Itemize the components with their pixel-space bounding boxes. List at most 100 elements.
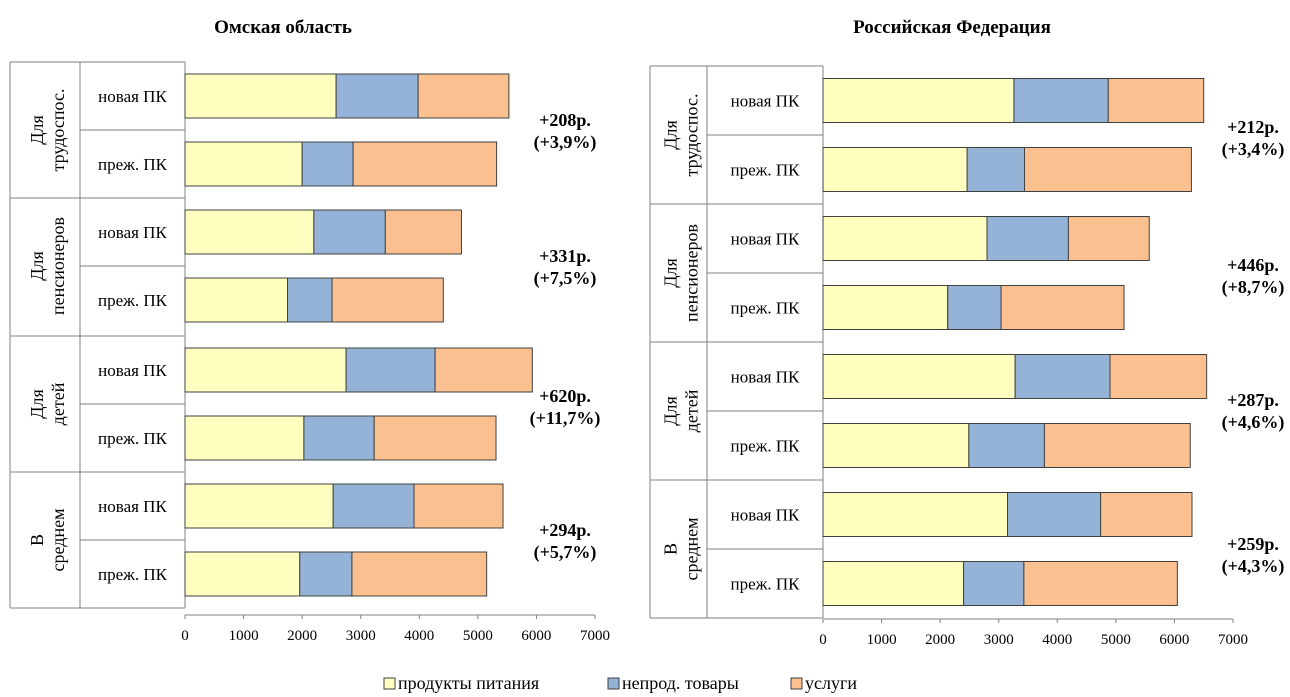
delta-percent-label: (+11,7%) xyxy=(530,408,601,429)
bar-segment-food xyxy=(822,216,988,261)
bar-segment-food xyxy=(184,209,315,255)
delta-percent-label: (+7,5%) xyxy=(534,268,597,289)
group-label: Дляпенсионеров xyxy=(27,217,68,315)
row-label: преж. ПК xyxy=(730,575,800,594)
bar-segment-services xyxy=(434,347,533,393)
bar-segment-services xyxy=(1100,492,1193,537)
x-tick-label: 0 xyxy=(181,628,189,644)
bar-segment-food xyxy=(822,147,968,192)
bar-segment-nonfood xyxy=(345,347,436,393)
x-tick-label: 5000 xyxy=(463,628,493,644)
row-label: преж. ПК xyxy=(730,161,800,180)
x-tick-label: 6000 xyxy=(1159,632,1189,648)
x-tick-label: 4000 xyxy=(404,628,434,644)
bar-segment-nonfood xyxy=(1007,492,1102,537)
row-label: преж. ПК xyxy=(98,155,168,174)
row-label: новая ПК xyxy=(731,506,800,525)
delta-percent-label: (+3,9%) xyxy=(534,132,597,153)
x-tick-label: 6000 xyxy=(521,628,551,644)
legend: продукты питания непрод. товары услуги xyxy=(383,673,857,693)
delta-percent-label: (+8,7%) xyxy=(1222,277,1285,298)
bar-segment-services xyxy=(1043,423,1191,468)
bar-segment-food xyxy=(822,561,965,606)
bar-segment-nonfood xyxy=(299,551,353,597)
bar-segment-food xyxy=(184,551,301,597)
bar-segment-nonfood xyxy=(335,73,419,119)
bar-segment-food xyxy=(184,483,334,529)
category-group: Дляпенсионеров новая ПК преж. ПК +446р.(+8,… xyxy=(661,216,1285,330)
delta-percent-label: (+5,7%) xyxy=(534,542,597,563)
chart-omsk: Омская область 0 1000 2000 3000 4000 5000 6000 7… xyxy=(9,17,610,644)
bar-segment-food xyxy=(822,423,970,468)
delta-percent-label: (+3,4%) xyxy=(1222,139,1285,160)
delta-value-label: +620р. xyxy=(539,386,591,406)
x-tick-label: 4000 xyxy=(1042,632,1072,648)
group-label: Всреднем xyxy=(27,509,68,572)
row-label: новая ПК xyxy=(98,361,167,380)
bar-segment-nonfood xyxy=(966,147,1025,192)
legend-label: непрод. товары xyxy=(622,673,739,693)
bar-segment-food xyxy=(822,354,1016,399)
category-axis-frame xyxy=(649,65,824,619)
x-tick-label: 1000 xyxy=(867,632,897,648)
legend-label: услуги xyxy=(805,673,857,693)
bar-segment-nonfood xyxy=(986,216,1069,261)
group-label: Длядетей xyxy=(661,389,702,432)
bar-segment-food xyxy=(184,73,337,119)
bar-segment-nonfood xyxy=(287,277,333,323)
row-label: преж. ПК xyxy=(98,565,168,584)
bar-segment-nonfood xyxy=(1014,354,1111,399)
x-tick-label: 3000 xyxy=(984,632,1014,648)
chart-title: Омская область xyxy=(214,17,352,38)
x-tick-label: 3000 xyxy=(346,628,376,644)
category-group: Длятрудоспос. новая ПК преж. ПК +208р.(+3,9… xyxy=(27,73,597,187)
group-label: Всреднем xyxy=(661,518,702,581)
delta-value-label: +294р. xyxy=(539,520,591,540)
legend-swatch xyxy=(790,677,803,690)
chart-title: Российская Федерация xyxy=(853,17,1051,38)
row-label: новая ПК xyxy=(98,223,167,242)
bar-segment-services xyxy=(384,209,462,255)
legend-swatch xyxy=(607,677,620,690)
category-group: Длятрудоспос. новая ПК преж. ПК +212р.(+3,4… xyxy=(661,78,1285,192)
x-tick-label: 2000 xyxy=(925,632,955,648)
bar-segment-nonfood xyxy=(968,423,1045,468)
group-label: Длятрудоспос. xyxy=(27,89,68,172)
category-group: Длядетей новая ПК преж. ПК +287р.(+4,6%) xyxy=(661,354,1285,468)
bar-segment-services xyxy=(413,483,504,529)
delta-value-label: +208р. xyxy=(539,110,591,130)
bar-segment-services xyxy=(1067,216,1150,261)
bar-segment-services xyxy=(1109,354,1208,399)
row-label: преж. ПК xyxy=(98,291,168,310)
bar-segment-services xyxy=(373,415,497,461)
category-group: Длядетей новая ПК преж. ПК +620р.(+11,7%) xyxy=(27,347,601,461)
x-tick-label: 2000 xyxy=(287,628,317,644)
legend-swatch xyxy=(383,677,396,690)
bar-segment-food xyxy=(184,415,305,461)
row-label: преж. ПК xyxy=(730,437,800,456)
bar-segment-food xyxy=(822,78,1015,123)
bar-segment-food xyxy=(822,285,949,330)
row-label: новая ПК xyxy=(731,230,800,249)
x-tick-label: 0 xyxy=(819,632,827,648)
bar-segment-food xyxy=(822,492,1008,537)
bar-segment-services xyxy=(1107,78,1205,123)
legend-label: продукты питания xyxy=(398,673,539,693)
category-group: Всреднем новая ПК преж. ПК +259р.(+4,3%) xyxy=(661,492,1284,606)
bar-segment-services xyxy=(1023,147,1192,192)
bar-segment-services xyxy=(351,551,488,597)
x-tick-label: 7000 xyxy=(1218,632,1248,648)
bar-segment-services xyxy=(1000,285,1125,330)
row-label: новая ПК xyxy=(98,87,167,106)
bar-segment-nonfood xyxy=(313,209,386,255)
bar-segment-nonfood xyxy=(1013,78,1109,123)
bar-segment-nonfood xyxy=(301,141,354,187)
delta-value-label: +212р. xyxy=(1227,117,1279,137)
delta-value-label: +259р. xyxy=(1227,534,1279,554)
bar-segment-services xyxy=(417,73,510,119)
bar-segment-services xyxy=(1023,561,1178,606)
x-tick-label: 5000 xyxy=(1101,632,1131,648)
group-label: Длядетей xyxy=(27,382,68,425)
delta-percent-label: (+4,6%) xyxy=(1222,412,1285,433)
